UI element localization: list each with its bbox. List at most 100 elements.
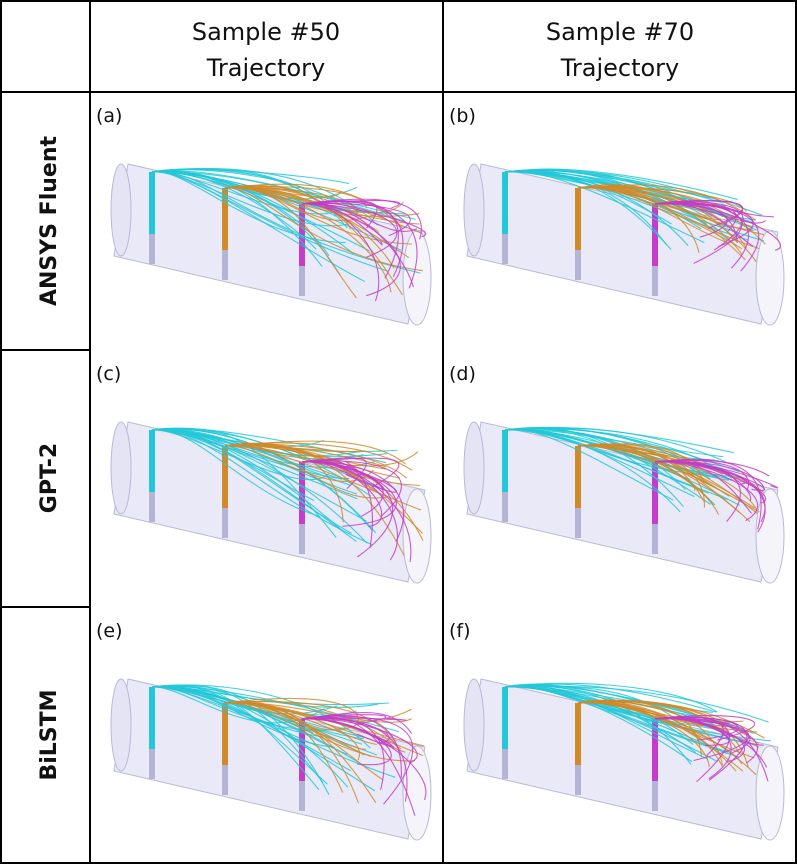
row-label-gpt-2: GPT-2 bbox=[37, 443, 62, 513]
injector-stem bbox=[502, 232, 508, 264]
trajectory-strand bbox=[301, 716, 414, 805]
injector-plume bbox=[502, 172, 508, 234]
header-col2-line1: Sample #70 bbox=[546, 18, 694, 46]
injector-stem bbox=[652, 522, 658, 554]
trajectory-strand bbox=[301, 203, 427, 238]
injector-stem bbox=[502, 747, 508, 779]
trajectory-strand bbox=[654, 202, 782, 251]
trajectory-strand bbox=[224, 700, 359, 804]
cylinder-body bbox=[113, 678, 426, 840]
trajectory-strand bbox=[301, 457, 400, 488]
injector-stem bbox=[149, 232, 155, 264]
header-col2-line2: Trajectory bbox=[560, 54, 680, 82]
trajectory-strand bbox=[301, 715, 402, 778]
injector-stem bbox=[575, 506, 581, 538]
trajectory-strand bbox=[151, 170, 345, 215]
header-col1-line1: Sample #50 bbox=[192, 18, 340, 46]
trajectory-strand bbox=[654, 717, 750, 762]
trajectory-strand bbox=[151, 429, 350, 479]
trajectory-strand bbox=[151, 685, 320, 791]
injector-plume bbox=[149, 172, 155, 234]
trajectory-strand bbox=[654, 201, 743, 264]
trajectory-strand bbox=[224, 183, 403, 229]
trajectory-strand bbox=[151, 686, 364, 740]
cylinder-outlet-end bbox=[755, 230, 785, 326]
injector-stem bbox=[502, 490, 508, 522]
injector-plume bbox=[149, 430, 155, 492]
panel-b-illustration bbox=[463, 163, 785, 326]
injector-plume bbox=[652, 462, 658, 524]
injector-plume bbox=[575, 703, 581, 765]
injector-plume bbox=[222, 188, 228, 250]
trajectory-strand bbox=[301, 203, 418, 232]
injector-stem bbox=[149, 490, 155, 522]
panel-letter-b: (b) bbox=[449, 105, 476, 127]
panel-a-illustration bbox=[110, 163, 432, 326]
injector-stem bbox=[575, 248, 581, 280]
injector-plume bbox=[575, 188, 581, 250]
injector-plume bbox=[575, 446, 581, 508]
injector-plume bbox=[502, 430, 508, 492]
trajectory-strand bbox=[654, 459, 770, 477]
cylinder-outlet-end bbox=[402, 488, 432, 584]
trajectory-strand bbox=[151, 429, 367, 522]
injector-plume bbox=[502, 687, 508, 749]
trajectory-strand bbox=[301, 718, 427, 801]
trajectory-strand bbox=[151, 684, 371, 749]
header-col1-line2: Trajectory bbox=[206, 54, 326, 82]
panel-letter-f: (f) bbox=[449, 620, 471, 642]
trajectory-strand bbox=[301, 201, 418, 289]
cylinder-inlet-end bbox=[110, 421, 132, 515]
injector-stem bbox=[299, 779, 305, 811]
panel-e-illustration bbox=[110, 678, 432, 841]
cylinder-outlet-end bbox=[402, 745, 432, 841]
trajectory-strand bbox=[224, 701, 397, 744]
trajectory-strand bbox=[224, 186, 342, 198]
cylinder-inlet-end bbox=[110, 678, 132, 772]
trajectory-strand bbox=[301, 200, 400, 209]
injector-plume bbox=[652, 204, 658, 266]
trajectory-strand bbox=[504, 686, 771, 742]
trajectory-strand bbox=[151, 686, 378, 756]
row-label-ansys-fluent: ANSYS Fluent bbox=[37, 135, 62, 306]
trajectory-strand bbox=[301, 461, 397, 493]
injector-plume bbox=[222, 703, 228, 765]
injector-stem bbox=[652, 779, 658, 811]
trajectory-strand bbox=[224, 444, 388, 499]
injector-stem bbox=[575, 763, 581, 795]
trajectory-strand bbox=[577, 445, 695, 492]
trajectory-strand bbox=[654, 716, 739, 741]
panel-d-illustration bbox=[463, 421, 785, 584]
trajectory-strand bbox=[224, 187, 413, 245]
cylinder-inlet-end bbox=[463, 163, 485, 257]
injector-stem bbox=[222, 248, 228, 280]
trajectory-strand bbox=[577, 184, 757, 221]
trajectory-strand bbox=[301, 202, 414, 288]
panel-letter-e: (e) bbox=[96, 620, 123, 642]
panel-letter-a: (a) bbox=[96, 105, 122, 127]
injector-plume bbox=[222, 446, 228, 508]
panel-f-illustration bbox=[463, 678, 785, 841]
injector-stem bbox=[222, 506, 228, 538]
column-header-sample-50: Sample #50 Trajectory bbox=[192, 18, 340, 82]
injector-plume bbox=[149, 687, 155, 749]
trajectory-strand bbox=[577, 701, 749, 768]
trajectory-strand bbox=[224, 702, 425, 747]
trajectory-strand bbox=[654, 461, 758, 522]
trajectory-strand bbox=[504, 685, 697, 753]
panel-letter-c: (c) bbox=[96, 363, 121, 385]
trajectory-strand bbox=[224, 185, 423, 234]
trajectory-strand bbox=[301, 461, 398, 561]
trajectory-strand bbox=[151, 168, 350, 185]
injector-stem bbox=[652, 264, 658, 296]
injector-plume bbox=[299, 462, 305, 524]
trajectory-strand bbox=[654, 461, 766, 523]
injector-stem bbox=[222, 763, 228, 795]
trajectory-strand bbox=[301, 718, 418, 764]
injector-plume bbox=[299, 719, 305, 781]
injector-stem bbox=[299, 264, 305, 296]
trajectory-strand bbox=[504, 682, 718, 713]
cylinder-inlet-end bbox=[463, 421, 485, 515]
